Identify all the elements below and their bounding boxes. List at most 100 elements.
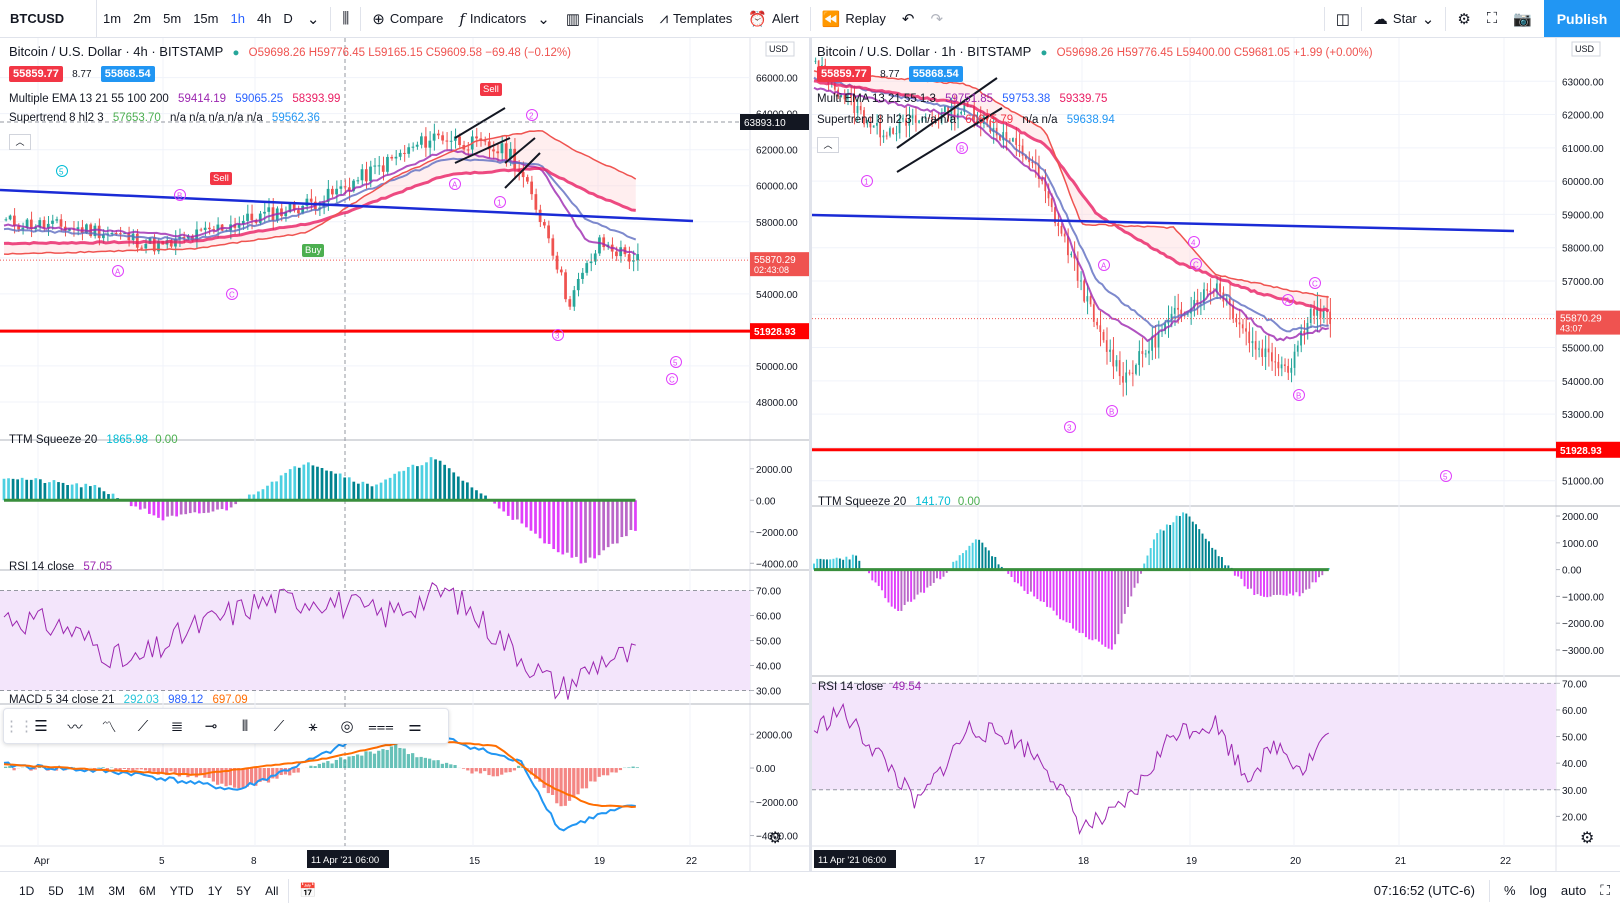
interval-1m[interactable]: 1m	[97, 0, 127, 37]
candle-body	[1018, 145, 1020, 146]
range-6m[interactable]: 6M	[132, 884, 163, 898]
candle-body	[1274, 361, 1276, 362]
drag-handle-icon[interactable]: ⋮⋮	[4, 717, 24, 735]
publish-button[interactable]: Publish	[1544, 0, 1620, 37]
candle-body	[250, 214, 253, 221]
left-rsi-legend[interactable]: RSI 14 close 57.05	[9, 561, 112, 573]
macd-histogram-bar	[343, 760, 346, 768]
redo-icon: ↷	[930, 10, 943, 28]
supertrend-name: Supertrend 8 hl2 3	[9, 112, 104, 124]
osc-tick-label: 50.00	[1562, 733, 1587, 744]
ema-value-1: 59414.19	[178, 93, 226, 105]
chart-type-button[interactable]: ⫼	[334, 0, 357, 37]
expand-icon[interactable]: ⛶	[1600, 882, 1610, 899]
percent-toggle[interactable]: %	[1504, 883, 1516, 898]
undo-button[interactable]: ↶	[894, 0, 923, 37]
clock[interactable]: 07:16:52 (UTC-6)	[1374, 883, 1475, 898]
range-5y[interactable]: 5Y	[229, 884, 258, 898]
star-button[interactable]: ☁Star⌄	[1365, 0, 1442, 37]
sell-price-button[interactable]: 55859.77	[9, 66, 63, 82]
left-ttm-legend[interactable]: TTM Squeeze 20 1865.98 0.00	[9, 434, 178, 446]
templates-button[interactable]: ⩘Templates	[652, 0, 741, 37]
auto-toggle[interactable]: auto	[1561, 883, 1586, 898]
macd-histogram-bar	[330, 763, 333, 768]
candle-body	[331, 189, 334, 194]
long-position-icon[interactable]: ⩶	[364, 718, 398, 735]
settings-sliders-icon[interactable]: ⚌	[398, 717, 432, 735]
interval-15m[interactable]: 15m	[187, 0, 224, 37]
settings-button[interactable]: ⚙	[1449, 0, 1478, 37]
macd-histogram-bar	[386, 750, 389, 768]
log-toggle[interactable]: log	[1530, 883, 1547, 898]
alert-button[interactable]: ⏰Alert	[740, 0, 806, 37]
candle-body	[297, 210, 300, 213]
horizontal-lines-icon[interactable]: ☰	[24, 717, 58, 735]
gann-icon[interactable]: ⫴	[228, 718, 262, 735]
ema-value-2: 59753.38	[1002, 93, 1050, 105]
sell-price-button[interactable]: 55859.77	[817, 66, 871, 82]
macd-histogram-bar	[407, 754, 410, 768]
right-rsi-legend[interactable]: RSI 14 close 49.54	[818, 681, 921, 693]
symbol-search[interactable]: BTCUSD	[0, 0, 97, 37]
price-tick-label: 60000.00	[1562, 177, 1604, 188]
range-1y[interactable]: 1Y	[201, 884, 230, 898]
candle-body	[111, 233, 114, 234]
candle-body	[450, 141, 453, 142]
layout-button[interactable]: ◫	[1328, 0, 1358, 37]
range-ytd[interactable]: YTD	[163, 884, 201, 898]
spread-value: 8.77	[72, 69, 91, 80]
elliott-wave-icon[interactable]: 〰	[58, 716, 92, 737]
interval-4h[interactable]: 4h	[251, 0, 277, 37]
replay-button[interactable]: ⏪Replay	[814, 0, 894, 37]
redo-button[interactable]: ↷	[922, 0, 951, 37]
right-supertrend-legend[interactable]: Supertrend 8 hl2 3 n/a n/a 60675.79 n/a …	[817, 114, 1115, 126]
price-axis-settings-icon[interactable]: ⚙	[1580, 828, 1594, 848]
drawing-toolbar[interactable]: ⋮⋮ ☰ 〰 〽 ⟋ ≣ ⊸ ⫴ ⟋ ⚹ ◎ ⩶ ⚌	[3, 708, 449, 744]
right-ttm-legend[interactable]: TTM Squeeze 20 141.70 0.00	[818, 496, 980, 508]
left-supertrend-legend[interactable]: Supertrend 8 hl2 3 57653.70 n/a n/a n/a …	[9, 112, 320, 124]
candle-body	[1083, 280, 1085, 301]
range-1m[interactable]: 1M	[71, 884, 102, 898]
horizontal-ray-icon[interactable]: ⊸	[194, 717, 228, 735]
trend-line-icon[interactable]: ⟋	[126, 718, 160, 735]
fullscreen-button[interactable]: ⛶	[1479, 0, 1506, 37]
ray-icon[interactable]: ⟋	[262, 718, 296, 735]
rsi-value: 57.05	[83, 561, 112, 573]
candle-body	[1219, 283, 1221, 292]
interval-dropdown-icon[interactable]: ⌄	[299, 0, 328, 37]
right-ema-legend[interactable]: Multi EMA 13 21 55 1.3 59751.85 59753.38…	[817, 93, 1107, 105]
buy-price-button[interactable]: 55868.54	[909, 66, 963, 82]
price-axis-settings-icon[interactable]: ⚙	[768, 828, 782, 848]
goto-date-button[interactable]: 📅	[292, 882, 323, 899]
spiral-icon[interactable]: ◎	[330, 717, 364, 735]
interval-2m[interactable]: 2m	[127, 0, 157, 37]
pattern-icon[interactable]: ⚹	[296, 718, 330, 735]
interval-d[interactable]: D	[277, 0, 298, 37]
candle-body	[1057, 223, 1059, 226]
snapshot-button[interactable]: 📷	[1505, 0, 1540, 37]
range-1d[interactable]: 1D	[12, 884, 41, 898]
left-macd-legend[interactable]: MACD 5 34 close 21 292.03 989.12 697.09	[9, 694, 248, 706]
collapse-legend-button[interactable]: ︿	[9, 134, 31, 150]
collapse-legend-button[interactable]: ︿	[817, 137, 839, 153]
fib-retracement-icon[interactable]: ≣	[160, 717, 194, 735]
candle-body	[369, 167, 372, 182]
abc-wave-icon[interactable]: 〽	[92, 716, 126, 737]
buy-price-button[interactable]: 55868.54	[101, 66, 155, 82]
interval-1h[interactable]: 1h	[224, 0, 250, 37]
range-3m[interactable]: 3M	[101, 884, 132, 898]
candle-body	[1177, 308, 1179, 310]
range-5d[interactable]: 5D	[41, 884, 70, 898]
compare-button[interactable]: ⊕Compare	[364, 0, 451, 37]
right-symbol-title[interactable]: Bitcoin / U.S. Dollar · 1h · BITSTAMP	[817, 44, 1031, 59]
financials-button[interactable]: ▥Financials	[558, 0, 652, 37]
interval-5m[interactable]: 5m	[157, 0, 187, 37]
left-ema-legend[interactable]: Multiple EMA 13 21 55 100 200 59414.19 5…	[9, 93, 340, 105]
left-symbol-title[interactable]: Bitcoin / U.S. Dollar · 4h · BITSTAMP	[9, 44, 223, 59]
range-all[interactable]: All	[258, 884, 285, 898]
